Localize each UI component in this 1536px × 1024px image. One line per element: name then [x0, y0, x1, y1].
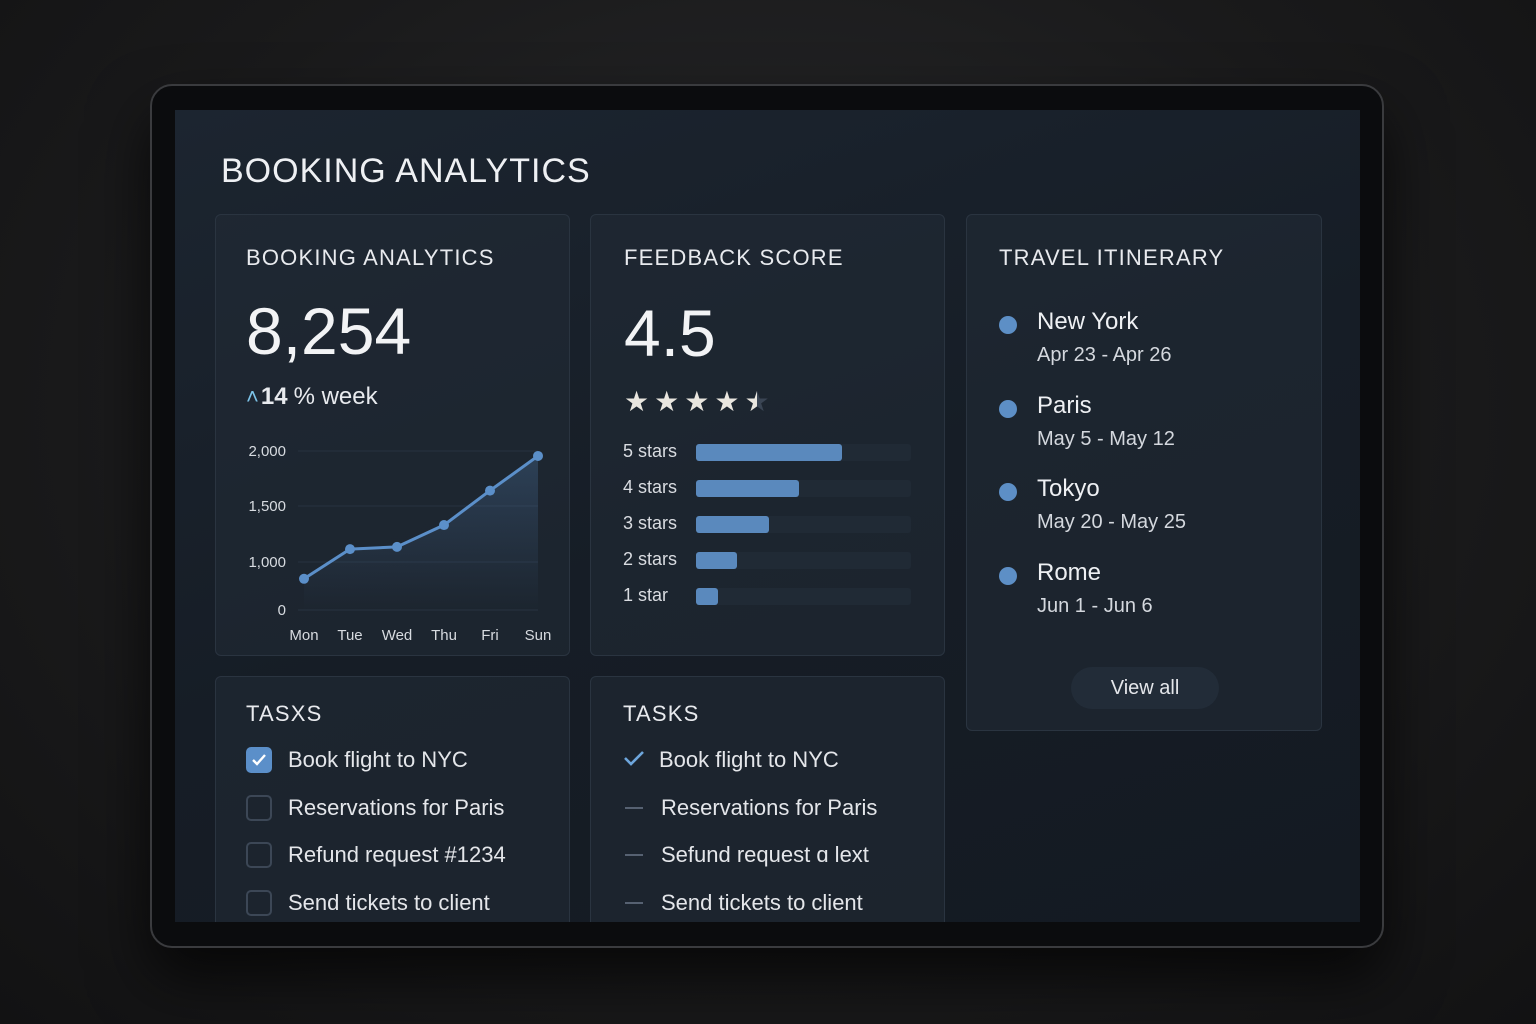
dash-icon — [625, 806, 643, 809]
task-label: Reservations for Paris — [661, 794, 878, 820]
task-item[interactable]: Sefund request ɑ lext — [623, 842, 869, 868]
x-tick-label: Wed — [382, 627, 413, 644]
itinerary-dates: May 20 - May 25 — [1037, 511, 1186, 533]
rating-label: 1 star — [623, 585, 669, 605]
x-tick-label: Thu — [431, 627, 457, 644]
x-tick-label: Tue — [337, 627, 362, 644]
task-item[interactable]: Refund request #1234 — [246, 842, 506, 868]
task-label: Send tickets to client — [288, 889, 490, 915]
data-point-thu — [439, 520, 449, 531]
star-full-icon: ★ — [624, 386, 650, 417]
rating-bar-fill — [696, 552, 737, 569]
task-label: Sefund request ɑ lext — [661, 842, 869, 867]
rating-bar-fill — [696, 444, 843, 461]
rating-label: 4 stars — [623, 477, 678, 497]
rating-label: 5 stars — [623, 441, 678, 461]
location-dot-icon — [999, 316, 1017, 334]
view-all-button[interactable]: View all — [1071, 667, 1219, 709]
rating-bar-fill — [696, 516, 770, 533]
checkbox-checked-icon[interactable] — [246, 747, 272, 773]
star-full-icon: ★ — [714, 386, 740, 417]
page-title: BOOKING ANALYTICS — [221, 152, 591, 190]
task-item[interactable]: Book flight to NYC — [623, 747, 839, 773]
location-dot-icon — [999, 399, 1017, 418]
checkbox-icon[interactable] — [246, 794, 272, 821]
rating-bar — [696, 516, 911, 533]
travel-itinerary-card: TRAVEL ITINERARY New York Apr 23 - Apr 26… — [966, 214, 1322, 731]
arrow-up-icon: ˄ — [246, 384, 259, 409]
task-label: Send tickets to client — [661, 889, 863, 915]
itinerary-dates: May 5 - May 12 — [1037, 427, 1175, 450]
change-label: % week — [293, 383, 378, 410]
data-point-sun — [533, 450, 543, 461]
itinerary-dates: Jun 1 - Jun 6 — [1037, 594, 1153, 617]
star-full-icon: ★ — [654, 386, 680, 417]
series-line — [303, 454, 539, 581]
data-point-wed — [392, 541, 402, 552]
y-tick-label: 2,000 — [248, 443, 286, 460]
data-point-fri — [485, 485, 495, 496]
area-fill — [304, 455, 538, 610]
card-title: FEEDBACK SCORE — [624, 245, 844, 270]
itinerary-city: New York — [1037, 308, 1139, 335]
x-tick-label: Fri — [481, 627, 499, 644]
card-title: TASKS — [623, 701, 700, 726]
star-half-icon: ★ — [744, 386, 770, 417]
booking-analytics-card: BOOKING ANALYTICS 8,254 ˄ 14 % week 0 1,0… — [215, 214, 570, 656]
tasks-card-right: TASKS Book flight to NYC Reservations for… — [590, 676, 945, 922]
rating-label: 2 stars — [623, 549, 678, 569]
y-tick-label: 1,500 — [248, 498, 286, 515]
task-label: Book flight to NYC — [288, 747, 468, 772]
dash-icon — [625, 854, 643, 856]
feedback-score-card: FEEDBACK SCORE 4.5 ★ ★ ★ ★ ★ 5 stars 4 stars 3… — [590, 214, 945, 656]
data-point-tue — [345, 544, 355, 555]
tasks-card-left: TASXS Book flight to NYC Reservations for… — [215, 676, 570, 922]
location-dot-icon — [999, 483, 1017, 501]
x-tick-label: Mon — [289, 627, 318, 644]
itinerary-dates: Apr 23 - Apr 26 — [1037, 344, 1172, 366]
task-label: Reservations for Paris — [288, 794, 505, 820]
y-tick-label: 0 — [278, 602, 286, 619]
data-point-mon — [299, 573, 309, 584]
rating-bar — [696, 444, 911, 461]
x-tick-label: Sun — [525, 627, 552, 644]
card-title: TASXS — [246, 701, 323, 726]
rating-label: 3 stars — [623, 513, 678, 533]
card-title: BOOKING ANALYTICS — [246, 245, 495, 270]
rating-bar-fill — [696, 480, 800, 497]
task-label: Book flight to NYC — [659, 747, 839, 772]
task-label: Refund request #1234 — [288, 842, 506, 867]
star-full-icon: ★ — [684, 386, 710, 417]
dashboard-screen: BOOKING ANALYTICS BOOKING ANALYTICS 8,25… — [175, 110, 1360, 922]
itinerary-city: Rome — [1037, 558, 1102, 586]
rating-bar — [696, 480, 911, 497]
rating-bar-fill — [696, 588, 718, 605]
task-item[interactable]: Reservations for Paris — [246, 794, 505, 821]
task-item[interactable]: Send tickets to client — [623, 890, 863, 916]
task-item[interactable]: Book flight to NYC — [246, 747, 468, 773]
weekly-change: ˄ 14 % week — [246, 383, 378, 411]
bookings-line-chart: 0 1,000 1,500 2,000 Mon Tue Wed Thu Fri Sun — [248, 443, 552, 644]
bookings-total: 8,254 — [246, 294, 412, 368]
rating-bar — [696, 588, 911, 605]
task-item[interactable]: Send tickets to client — [246, 889, 490, 916]
rating-bar — [696, 552, 911, 569]
itinerary-city: Tokyo — [1037, 475, 1100, 502]
task-item[interactable]: Reservations for Paris — [623, 795, 877, 821]
card-title: TRAVEL ITINERARY — [999, 245, 1225, 270]
checkbox-icon[interactable] — [246, 842, 272, 868]
y-tick-label: 1,000 — [248, 554, 286, 571]
dash-icon — [625, 901, 643, 904]
checkbox-icon[interactable] — [246, 889, 272, 916]
itinerary-city: Paris — [1037, 391, 1092, 419]
feedback-score: 4.5 — [624, 296, 716, 370]
change-value: 14 — [260, 383, 288, 410]
star-rating: ★ ★ ★ ★ ★ — [624, 385, 770, 418]
checkmark-icon — [623, 747, 645, 773]
location-dot-icon — [999, 566, 1017, 585]
